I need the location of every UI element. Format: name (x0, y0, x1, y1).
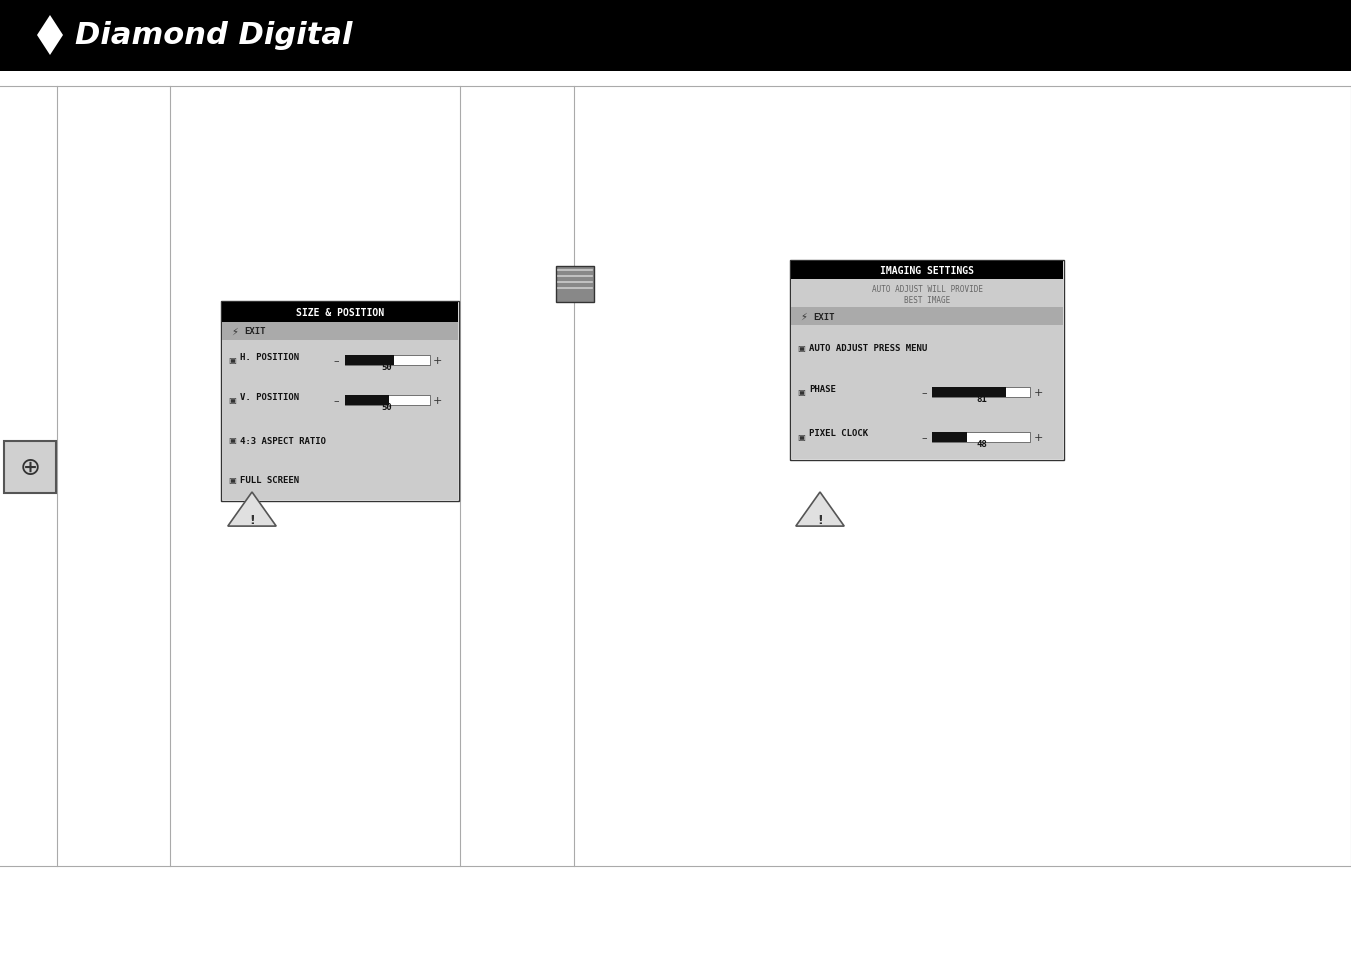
Text: 4:3 ASPECT RATIO: 4:3 ASPECT RATIO (240, 436, 326, 445)
Text: ▣: ▣ (228, 356, 236, 365)
Text: ▣: ▣ (228, 476, 236, 485)
Bar (932, 433, 967, 442)
Polygon shape (228, 493, 276, 527)
Text: !: ! (817, 513, 823, 526)
Text: +: + (1034, 433, 1043, 442)
Text: 50: 50 (382, 403, 393, 412)
Bar (345, 355, 394, 366)
Text: +: + (432, 355, 442, 366)
Bar (790, 280, 1063, 308)
Text: ⊕: ⊕ (19, 456, 41, 479)
Text: 50: 50 (382, 363, 393, 372)
Bar (222, 302, 459, 501)
Bar (0, 0, 1351, 71)
Text: ▣: ▣ (228, 436, 236, 445)
Text: –: – (921, 433, 927, 442)
Text: EXIT: EXIT (813, 313, 835, 321)
Bar (222, 340, 458, 500)
Text: ▣: ▣ (797, 343, 805, 353)
Bar (790, 326, 1063, 459)
Text: BEST IMAGE: BEST IMAGE (904, 295, 950, 304)
Text: !: ! (249, 513, 255, 526)
Bar (222, 303, 458, 323)
Bar (932, 388, 1031, 397)
Text: ▣: ▣ (797, 388, 805, 397)
Text: ⚡: ⚡ (801, 312, 808, 322)
Text: +: + (432, 395, 442, 406)
Bar (790, 261, 1065, 460)
Text: –: – (334, 355, 339, 366)
Text: V. POSITION: V. POSITION (240, 392, 299, 401)
Bar (4, 441, 55, 494)
Text: 81: 81 (975, 395, 986, 404)
Text: ⚡: ⚡ (231, 327, 238, 336)
Text: PIXEL CLOCK: PIXEL CLOCK (809, 429, 869, 437)
Text: ▣: ▣ (797, 433, 805, 441)
Text: Diamond Digital: Diamond Digital (76, 22, 353, 51)
Bar (345, 395, 430, 406)
Text: FULL SCREEN: FULL SCREEN (240, 476, 299, 485)
Text: +: + (1034, 388, 1043, 397)
Bar (932, 388, 1006, 397)
Text: –: – (921, 388, 927, 397)
Polygon shape (36, 16, 63, 56)
Bar (790, 262, 1063, 280)
Text: SIZE & POSITION: SIZE & POSITION (296, 308, 384, 317)
Polygon shape (796, 493, 844, 527)
Bar (557, 267, 594, 303)
Bar (932, 433, 1031, 442)
Bar (790, 308, 1063, 326)
Text: 48: 48 (975, 439, 986, 449)
Text: –: – (334, 395, 339, 406)
Text: PHASE: PHASE (809, 384, 836, 393)
Text: EXIT: EXIT (245, 327, 266, 336)
Bar (345, 395, 389, 406)
Text: ▣: ▣ (228, 396, 236, 405)
Text: IMAGING SETTINGS: IMAGING SETTINGS (880, 266, 974, 275)
Text: AUTO ADJUST WILL PROVIDE: AUTO ADJUST WILL PROVIDE (871, 284, 982, 294)
Bar (345, 355, 430, 366)
Text: H. POSITION: H. POSITION (240, 352, 299, 361)
Bar (222, 323, 458, 340)
Text: AUTO ADJUST PRESS MENU: AUTO ADJUST PRESS MENU (809, 343, 927, 353)
